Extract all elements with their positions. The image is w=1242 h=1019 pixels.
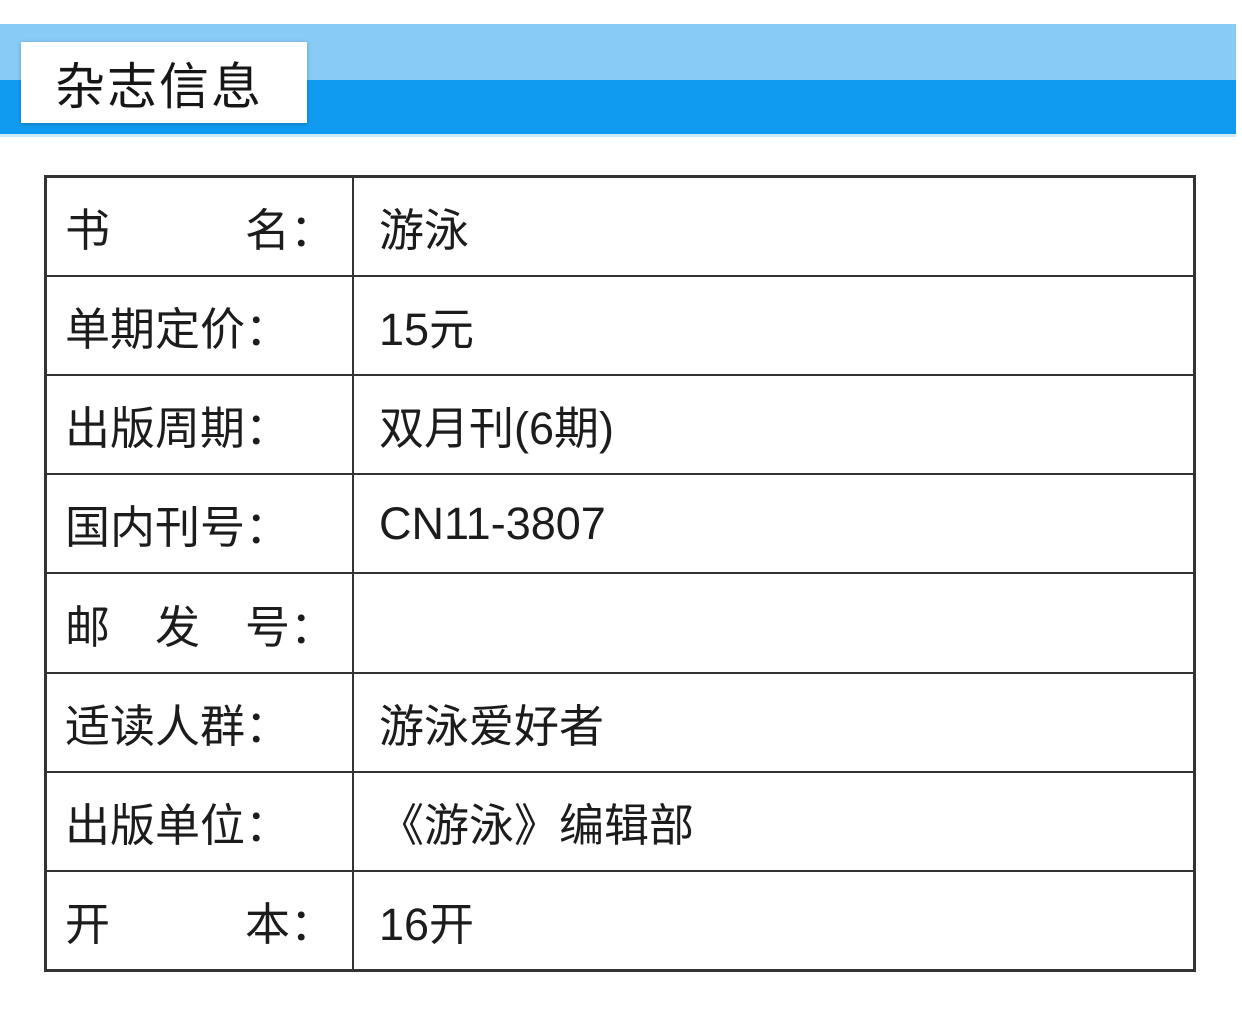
table-row: 出版单位： 《游泳》编辑部 <box>44 770 1196 872</box>
row-value-publication-cycle: 双月刊(6期) <box>352 374 1196 476</box>
magazine-info-table: 书 名： 游泳 单期定价： 15元 出版周期： 双月刊(6期) 国内刊号： CN… <box>44 175 1196 972</box>
row-value-publisher: 《游泳》编辑部 <box>352 770 1196 872</box>
row-value-target-readers: 游泳爱好者 <box>352 671 1196 773</box>
row-label-issue-price: 单期定价： <box>44 275 354 377</box>
row-value-book-name: 游泳 <box>352 175 1196 278</box>
row-value-format: 16开 <box>352 869 1196 972</box>
row-label-target-readers: 适读人群： <box>44 671 354 773</box>
row-value-postal-code <box>352 572 1196 674</box>
table-row: 邮 发 号： <box>44 572 1196 674</box>
section-title: 杂志信息 <box>55 58 263 115</box>
table-row: 适读人群： 游泳爱好者 <box>44 671 1196 773</box>
row-label-format: 开 本： <box>44 869 354 972</box>
row-value-issue-price: 15元 <box>352 275 1196 377</box>
table-row: 开 本： 16开 <box>44 869 1196 972</box>
table-row: 书 名： 游泳 <box>44 175 1196 278</box>
row-label-book-name: 书 名： <box>44 175 354 278</box>
header-banner: 杂志信息 <box>0 24 1236 137</box>
row-label-publication-cycle: 出版周期： <box>44 374 354 476</box>
row-label-publisher: 出版单位： <box>44 770 354 872</box>
table-row: 国内刊号： CN11-3807 <box>44 473 1196 575</box>
section-title-box: 杂志信息 <box>21 42 307 123</box>
table-row: 出版周期： 双月刊(6期) <box>44 374 1196 476</box>
row-label-domestic-issn: 国内刊号： <box>44 473 354 575</box>
table-row: 单期定价： 15元 <box>44 275 1196 377</box>
row-label-postal-code: 邮 发 号： <box>44 572 354 674</box>
row-value-domestic-issn: CN11-3807 <box>352 473 1196 575</box>
